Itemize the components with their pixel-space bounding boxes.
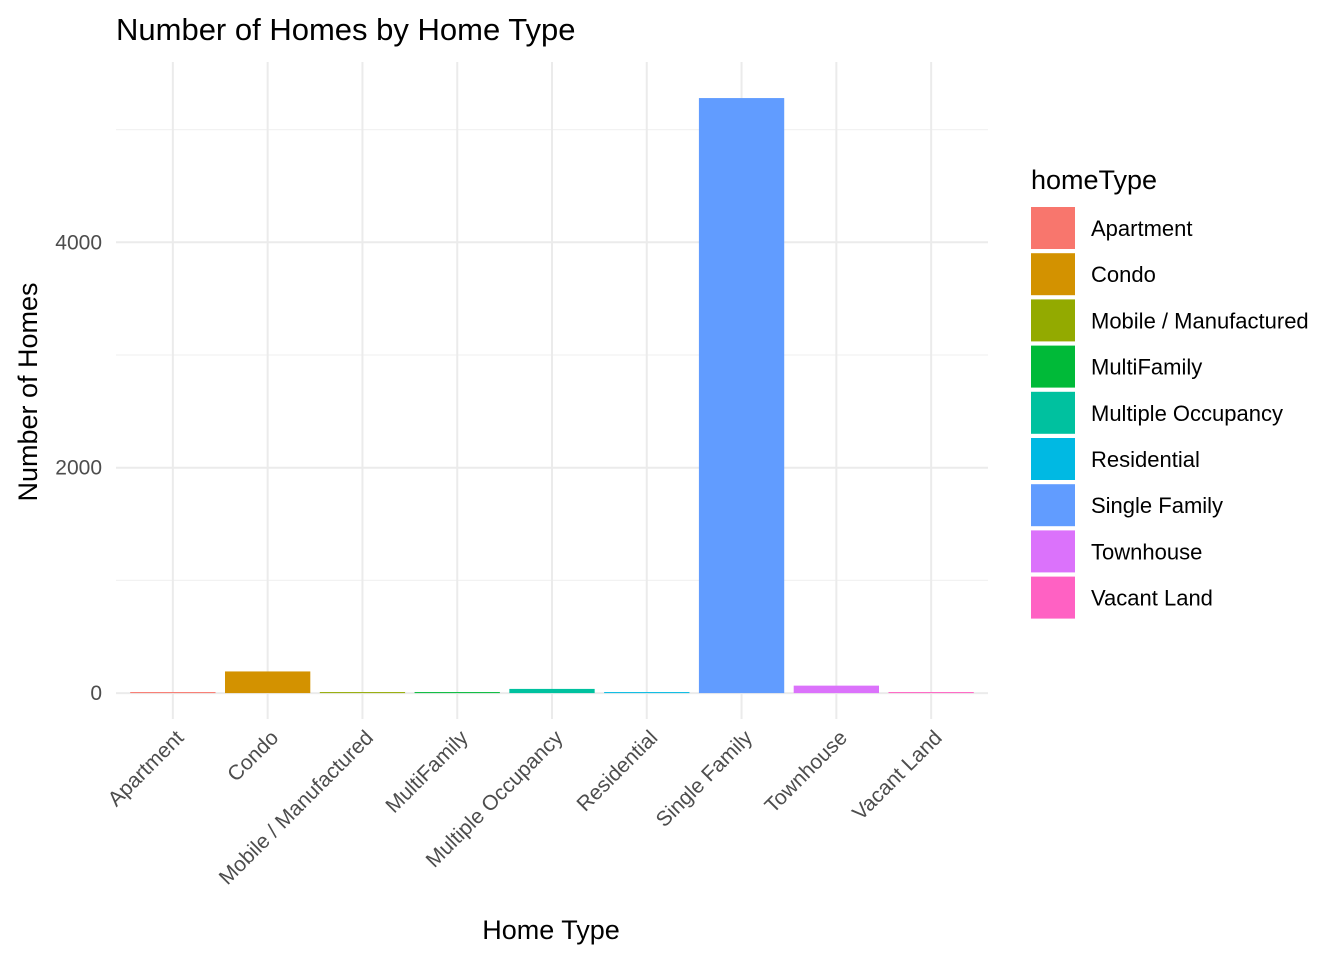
legend: homeType Apartment Condo Mobile / Manufact…	[1031, 165, 1309, 619]
legend-label-condo: Condo	[1091, 262, 1156, 287]
bar-mobile-manufactured	[319, 692, 406, 694]
legend-key-vacant-land	[1031, 576, 1075, 619]
legend-label-mobile-manufactured: Mobile / Manufactured	[1091, 308, 1309, 333]
legend-label-residential: Residential	[1091, 447, 1200, 472]
x-tick-label-townhouse: Townhouse	[760, 726, 851, 817]
legend-label-multifamily: MultiFamily	[1091, 355, 1202, 380]
x-tick-label-single-family: Single Family	[652, 726, 758, 832]
legend-title: homeType	[1031, 165, 1157, 195]
legend-key-single-family	[1031, 484, 1075, 527]
x-tick-label-vacant-land: Vacant Land	[848, 726, 947, 825]
legend-label-single-family: Single Family	[1091, 493, 1223, 518]
legend-key-multifamily	[1031, 345, 1075, 388]
bar-condo	[225, 671, 311, 694]
bar-multiple-occupancy	[509, 688, 595, 694]
legend-key-mobile-manufactured	[1031, 299, 1075, 342]
bar-single-family	[698, 98, 785, 694]
bars	[130, 98, 974, 694]
x-tick-label-condo: Condo	[223, 726, 283, 786]
legend-label-apartment: Apartment	[1091, 216, 1193, 241]
x-tick-label-multifamily: MultiFamily	[381, 726, 473, 818]
y-tick-label: 0	[90, 682, 102, 705]
legend-key-townhouse	[1031, 530, 1075, 573]
bar-multifamily	[414, 692, 500, 694]
y-tick-label: 4000	[55, 231, 102, 254]
legend-key-residential	[1031, 438, 1075, 480]
legend-label-multiple-occupancy: Multiple Occupancy	[1091, 401, 1283, 426]
y-axis-title: Number of Homes	[13, 282, 43, 501]
x-tick-label-mobile-manufactured: Mobile / Manufactured	[215, 726, 378, 889]
x-tick-label-residential: Residential	[573, 726, 663, 816]
legend-label-townhouse: Townhouse	[1091, 539, 1202, 564]
bar-vacant-land	[888, 692, 974, 694]
legend-label-vacant-land: Vacant Land	[1091, 586, 1213, 611]
legend-key-condo	[1031, 253, 1075, 296]
chart-title: Number of Homes by Home Type	[116, 12, 575, 47]
legend-key-apartment	[1031, 207, 1075, 249]
grid	[116, 62, 988, 719]
x-axis-title: Home Type	[482, 915, 620, 945]
y-tick-label: 2000	[55, 457, 102, 480]
bar-residential	[604, 692, 690, 694]
legend-key-multiple-occupancy	[1031, 391, 1075, 434]
x-tick-label-apartment: Apartment	[104, 726, 189, 811]
bar-townhouse	[793, 685, 879, 694]
bar-apartment	[130, 692, 216, 694]
